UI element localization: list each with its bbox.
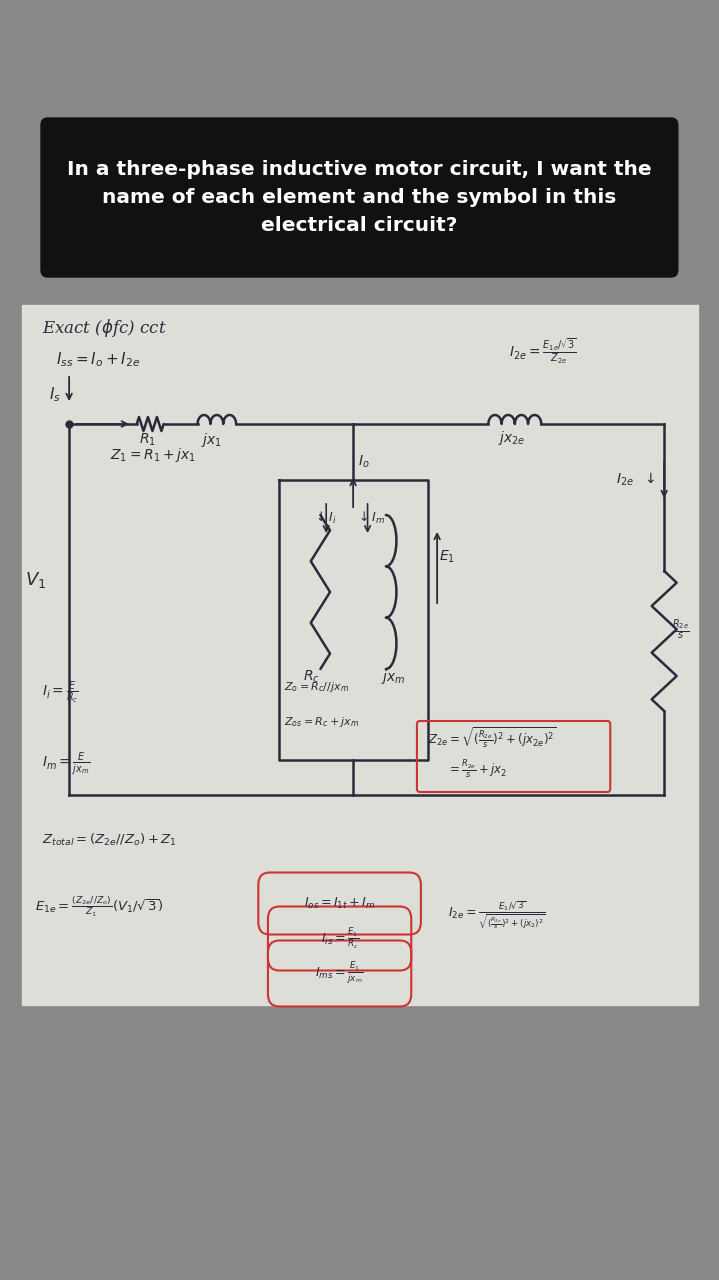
Text: $I_{ss} = I_o + I_{2e}$: $I_{ss} = I_o + I_{2e}$	[55, 351, 140, 369]
Text: $I_{2e}$  $\downarrow$: $I_{2e}$ $\downarrow$	[616, 471, 655, 488]
Text: $jx_m$: $jx_m$	[381, 668, 406, 686]
Text: $Z_o = R_c // jx_m$: $Z_o = R_c // jx_m$	[283, 680, 349, 694]
Text: $= \frac{R_{2e}}{s} + jx_2$: $= \frac{R_{2e}}{s} + jx_2$	[446, 758, 507, 780]
Text: $I_s$: $I_s$	[49, 385, 60, 404]
Text: $E_{1e} = \frac{(Z_{2e}//Z_o)}{Z_1}(V_1/\sqrt{3})$: $E_{1e} = \frac{(Z_{2e}//Z_o)}{Z_1}(V_1/…	[35, 895, 163, 919]
Bar	[22, 305, 698, 1005]
Text: In a three-phase inductive motor circuit, I want the
name of each element and th: In a three-phase inductive motor circuit…	[67, 160, 651, 236]
FancyBboxPatch shape	[41, 118, 678, 276]
Text: Exact ($\phi$fc) cct: Exact ($\phi$fc) cct	[42, 317, 167, 339]
Text: $Z_{total} = (Z_{2e}//Z_o) + Z_1$: $Z_{total} = (Z_{2e}//Z_o) + Z_1$	[42, 832, 177, 849]
Text: $I_{ms} = \frac{E_1}{jx_m}$: $I_{ms} = \frac{E_1}{jx_m}$	[316, 960, 364, 987]
Text: $R_c$: $R_c$	[303, 669, 320, 685]
Text: $jx_{2e}$: $jx_{2e}$	[498, 429, 526, 447]
Text: $jx_1$: $jx_1$	[201, 431, 222, 449]
Text: $Z_{os} = R_c + jx_m$: $Z_{os} = R_c + jx_m$	[283, 716, 359, 730]
Text: $\frac{R_{2e}}{s}$: $\frac{R_{2e}}{s}$	[672, 618, 690, 643]
Text: $I_{is} = \frac{E_1}{R_c}$: $I_{is} = \frac{E_1}{R_c}$	[321, 925, 359, 951]
Text: $E_1$: $E_1$	[439, 549, 455, 564]
Text: $\downarrow I_i$: $\downarrow I_i$	[313, 509, 336, 526]
Text: $Z_{2e} = \sqrt{(\frac{R_{2e}}{s})^2 + (jx_{2e})^2}$: $Z_{2e} = \sqrt{(\frac{R_{2e}}{s})^2 + (…	[428, 724, 557, 750]
Text: $V_1$: $V_1$	[25, 570, 46, 590]
Text: $R_1$: $R_1$	[139, 433, 155, 448]
Text: $Z_1 = R_1 + jx_1$: $Z_1 = R_1 + jx_1$	[110, 445, 196, 465]
Text: $I_o$: $I_o$	[358, 454, 370, 471]
Text: $I_{2e} = \frac{E_1/\sqrt{3}}{\sqrt{(\frac{R_{2e}}{s})^2 + (jx_2)^2}}$: $I_{2e} = \frac{E_1/\sqrt{3}}{\sqrt{(\fr…	[448, 900, 546, 932]
Text: $I_i = \frac{E}{R_c}$: $I_i = \frac{E}{R_c}$	[42, 681, 79, 707]
Text: $\downarrow I_m$: $\downarrow I_m$	[356, 509, 385, 526]
Text: $I_m = \frac{E}{jx_m}$: $I_m = \frac{E}{jx_m}$	[42, 750, 91, 777]
Text: $I_{2e} = \frac{E_{1e}/\sqrt{3}}{Z_{2e}}$: $I_{2e} = \frac{E_{1e}/\sqrt{3}}{Z_{2e}}…	[508, 337, 577, 366]
Text: $I_{os} = I_{1t} + I_m$: $I_{os} = I_{1t} + I_m$	[304, 896, 375, 911]
